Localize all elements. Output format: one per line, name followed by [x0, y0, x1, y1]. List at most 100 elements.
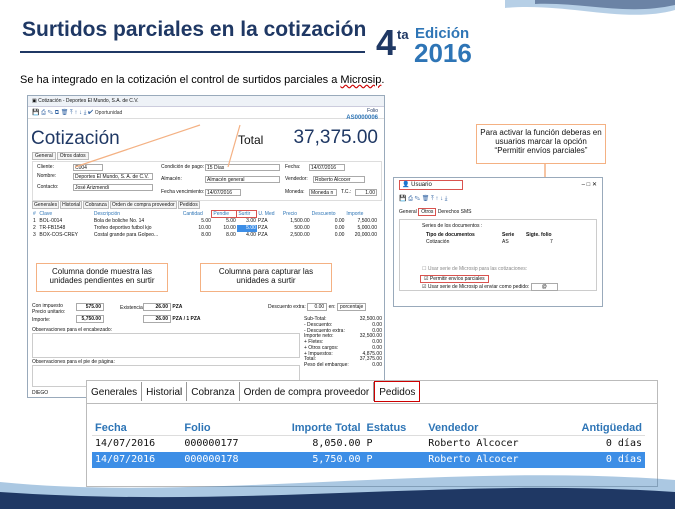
tab-generales[interactable]: Generales [32, 201, 60, 209]
chk-permitir-envios[interactable]: ☑ Permitir envíos parciales [420, 275, 489, 283]
tab-historial[interactable]: Historial [142, 382, 188, 401]
contacto-field[interactable]: José Arizmendi [73, 184, 153, 191]
existencia-label: Existencia: [120, 305, 145, 311]
grid-row[interactable]: 2 TR-FB1548 Trofeo deportivo futbol kjo 10.… [32, 224, 378, 232]
lead-text: Se ha integrado en la cotización el cont… [20, 74, 385, 86]
tab-pedidos[interactable]: Pedidos [177, 201, 200, 209]
oportunidad-button[interactable]: Oportunidad [94, 110, 123, 116]
tab-otros[interactable]: Otros [418, 208, 437, 216]
window-titlebar: ▣ Cotización - Deportes El Mundo, S.A. d… [28, 96, 384, 107]
grid-row[interactable]: 3 BOX-COS-CREY Costal grande para Golpeo..… [32, 232, 378, 239]
moneda-select[interactable]: Moneda n [309, 189, 337, 196]
tc-field[interactable]: 1.00 [355, 189, 377, 196]
save-icon[interactable]: 💾 [399, 196, 407, 202]
save-icon[interactable]: 💾 [32, 110, 40, 116]
importe2-wrap: 26.00 PZA / 1 PZA [143, 315, 201, 323]
almacen-select[interactable]: Almacén general [205, 176, 280, 183]
cell[interactable]: 4.00 [246, 232, 256, 238]
col-importe[interactable]: Importe Total [262, 421, 364, 436]
col-estatus[interactable]: Estatus [363, 421, 426, 436]
porcentaje-select[interactable]: porcentaje [336, 303, 367, 311]
importe-label: Importe: [32, 317, 51, 323]
tab-generales[interactable]: Generales [87, 382, 143, 401]
arrow-up-icon[interactable]: ↑ [435, 196, 439, 202]
edit-icon[interactable]: ✎ [47, 110, 54, 116]
up-icon[interactable]: ⤒ [431, 196, 434, 202]
tab-historial[interactable]: Historial [60, 201, 83, 209]
copy-icon[interactable]: ⧉ [54, 110, 60, 116]
tab-otros-datos[interactable]: Otros datos [56, 152, 89, 160]
arrow-up-icon[interactable]: ↑ [74, 110, 78, 116]
arrow-down-icon[interactable]: ↓ [79, 110, 83, 116]
tab-pedidos[interactable]: Pedidos [374, 381, 421, 402]
nombre-field[interactable]: Deportes El Mundo, S. A. de C.V. [73, 173, 153, 180]
fecha-field[interactable]: 14/07/2016 [309, 164, 345, 171]
cell: 5,000.00 [357, 225, 377, 231]
top-wave-decoration [505, 0, 675, 15]
chk3-row[interactable]: ☑ Usar serie de Microsip al enviar como … [422, 283, 558, 291]
chk1-row[interactable]: ☐ Usar serie de Microsip para las cotiza… [422, 266, 528, 272]
cell-serie: AS [502, 239, 509, 245]
up-icon[interactable]: ⤒ [70, 110, 73, 116]
precio-field-wrap: 575.00 [76, 303, 104, 311]
doc-tabs: General Otros datos [32, 152, 90, 160]
lead-microsip: Microsip [340, 74, 382, 86]
cell: Costal grande para Golpeo... [93, 232, 159, 238]
arrow-down-icon[interactable]: ↓ [440, 196, 444, 202]
cell: BOL-0014 [39, 218, 63, 224]
edit-icon[interactable]: ✎ [414, 196, 421, 202]
tab-general[interactable]: General [32, 152, 56, 160]
tab-orden-compra[interactable]: Orden de compra proveedor [240, 382, 375, 401]
summary-value: 0.00 [372, 327, 382, 334]
fvence-label: Fecha vencimiento: [161, 189, 205, 195]
obs-encabezado-label: Observaciones para el encabezado: [32, 327, 113, 333]
cell[interactable]: 5.00 [236, 224, 257, 232]
col-importe: Importe [346, 211, 364, 217]
pedido-row[interactable]: 14/07/2016 000000177 8,050.00 P Roberto Alco… [92, 436, 645, 452]
bottom-icon[interactable]: ⤓ [83, 110, 87, 116]
summary-label: Sub-Total: [304, 316, 327, 322]
check-icon[interactable]: ✔ [88, 110, 94, 116]
items-grid: # Clave Descripción Cantidad Pendie Surtir U. … [32, 210, 378, 239]
col-vendedor[interactable]: Vendedor [425, 421, 556, 436]
precio-field[interactable]: 575.00 [76, 303, 104, 311]
cliente-field[interactable]: C004 [73, 164, 103, 171]
pedidos-panel: Generales Historial Cobranza Orden de compr… [86, 380, 658, 487]
tab-cobranza[interactable]: Cobranza [187, 382, 240, 401]
col-antiguedad[interactable]: Antigüedad [555, 421, 645, 436]
grid-row[interactable]: 1 BOL-0014 Bola de boliche No. 14 5.00 5.00 3… [32, 218, 378, 225]
tab-derechos[interactable]: Derechos [437, 209, 460, 215]
col-folio: Sigte. folio [526, 232, 552, 238]
window-controls-icon[interactable]: – □ ✕ [581, 182, 597, 188]
tabs-divider [87, 403, 657, 404]
cell: Roberto Alcocer [428, 438, 519, 450]
usuario-title: 👤 Usuario [399, 180, 463, 190]
tab-orden-compra[interactable]: Orden de compra proveedor [109, 201, 177, 209]
obs-encabezado-field[interactable] [32, 333, 300, 358]
tab-cobranza[interactable]: Cobranza [83, 201, 109, 209]
col-folio[interactable]: Folio [181, 421, 263, 436]
chk2-label: Permitir envíos parciales [429, 276, 485, 282]
delete-icon[interactable]: 🗑 [421, 196, 430, 202]
series-label: Series de los documentos : [422, 223, 483, 229]
chk3-select[interactable]: @ [530, 283, 558, 291]
callout-surtir: Columna para capturar las unidades a sur… [200, 263, 332, 292]
summary-line: - Descuento: 0.00 [304, 322, 382, 329]
tab-sms[interactable]: SMS [460, 209, 472, 215]
desc-extra-field[interactable]: 0.00 [307, 303, 328, 311]
summary-label: + Impuestos: [304, 350, 333, 357]
tab-general[interactable]: General [399, 209, 417, 215]
print-icon[interactable]: ⎙ [41, 110, 46, 116]
fvence-field[interactable]: 14/07/2016 [205, 189, 241, 196]
vendedor-select[interactable]: Roberto Alcocer [313, 176, 365, 183]
tc-label: T.C.: [341, 189, 352, 195]
pedido-row-selected[interactable]: 14/07/2016 000000178 5,750.00 P Roberto Alco… [92, 451, 645, 468]
bottom-icon[interactable]: ⤓ [444, 196, 448, 202]
print-icon[interactable]: ⎙ [408, 196, 413, 202]
pedidos-table: Fecha Folio Importe Total Estatus Vendedor An… [92, 421, 645, 468]
cell[interactable]: 3.00 [246, 218, 256, 225]
delete-icon[interactable]: 🗑 [60, 110, 69, 116]
cell: 500.00 [294, 225, 310, 231]
condicion-select[interactable]: 15 Días [205, 164, 280, 171]
col-fecha[interactable]: Fecha [92, 421, 182, 436]
